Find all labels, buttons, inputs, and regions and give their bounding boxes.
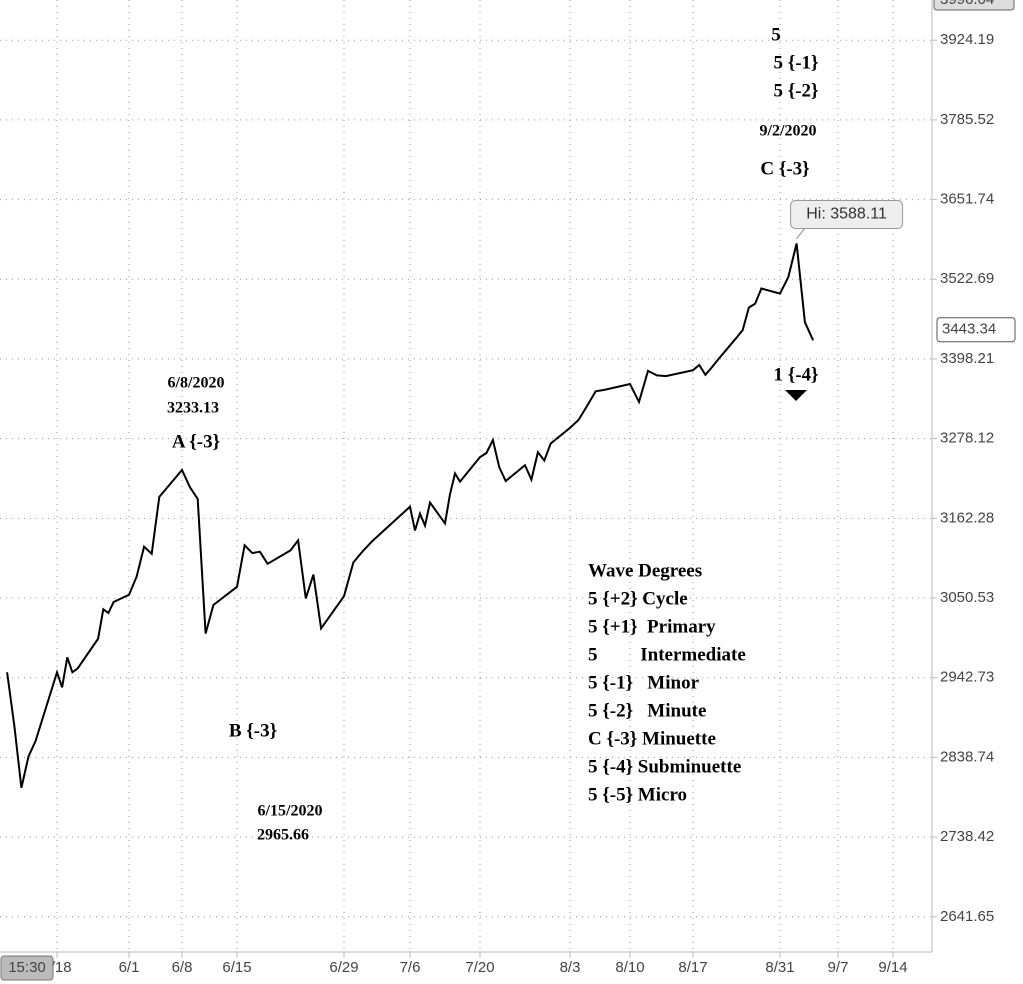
y-tick-label: 2641.65 xyxy=(940,908,994,925)
wave-degree-line: 5 Intermediate xyxy=(588,644,746,665)
x-tick-label: 6/29 xyxy=(329,959,358,976)
y-tick-label: 2738.42 xyxy=(940,828,994,845)
wave-degree-line: 5 {-4} Subminuette xyxy=(588,756,741,777)
last-price-box xyxy=(936,317,1016,343)
wave-annotation: C {-3} xyxy=(760,158,809,179)
wave-annotation: 5 xyxy=(771,24,781,45)
wave-degrees-title: Wave Degrees xyxy=(588,560,702,581)
wave-annotation: A {-3} xyxy=(172,431,220,452)
x-tick-label: 7/20 xyxy=(465,959,494,976)
wave-degree-line: 5 {+2} Cycle xyxy=(588,588,688,609)
arrow-marker xyxy=(785,390,807,401)
x-tick-label: 9/7 xyxy=(828,959,849,976)
wave-annotation: 5 {-2} xyxy=(773,80,818,101)
axis-top-box xyxy=(933,0,1015,11)
x-tick-label: 8/31 xyxy=(765,959,794,976)
wave-annotation: B {-3} xyxy=(229,720,277,741)
y-limit-label: 3996.04 xyxy=(940,0,994,8)
wave-annotation: 6/15/2020 xyxy=(258,803,323,820)
wave-annotation: 9/2/2020 xyxy=(760,123,817,140)
y-tick-label: 3651.74 xyxy=(940,191,994,208)
wave-annotation: 5 {-1} xyxy=(773,52,818,73)
wave-degree-line: 5 {+1} Primary xyxy=(588,616,716,637)
high-label: Hi: 3588.11 xyxy=(806,206,887,223)
wave-annotation: 2965.66 xyxy=(257,827,309,844)
last-price-label: 3443.34 xyxy=(942,321,996,338)
y-tick-label: 3050.53 xyxy=(940,589,994,606)
x-tick-label: 8/10 xyxy=(615,959,644,976)
wave-degree-line: 5 {-5} Micro xyxy=(588,784,687,805)
x-tick-label: 6/15 xyxy=(222,959,251,976)
wave-annotation: 3233.13 xyxy=(167,400,219,417)
x-tick-label: 6/1 xyxy=(119,959,140,976)
x-tick-label: 9/14 xyxy=(878,959,907,976)
wave-annotation: 6/8/2020 xyxy=(168,375,225,392)
y-tick-label: 3785.52 xyxy=(940,111,994,128)
y-tick-label: 2838.74 xyxy=(940,748,994,765)
y-tick-label: 3398.21 xyxy=(940,350,994,367)
wave-degree-line: 5 {-1} Minor xyxy=(588,672,700,693)
y-tick-label: 3522.69 xyxy=(940,270,994,287)
wave-annotation: 1 {-4} xyxy=(773,364,818,385)
x-tick-label: 6/8 xyxy=(172,959,193,976)
x-tick-label: 7/6 xyxy=(400,959,421,976)
y-tick-label: 2942.73 xyxy=(940,669,994,686)
high-box xyxy=(790,200,904,230)
time-label: 15:30 xyxy=(8,959,46,976)
time-box xyxy=(0,955,54,981)
wave-degree-line: C {-3} Minuette xyxy=(588,728,716,749)
price-line xyxy=(6,243,815,789)
y-tick-label: 3924.19 xyxy=(940,31,994,48)
x-tick-label: 8/3 xyxy=(560,959,581,976)
y-tick-label: 3162.28 xyxy=(940,509,994,526)
y-tick-label: 3278.12 xyxy=(940,430,994,447)
high-pointer xyxy=(796,228,805,239)
wave-degree-line: 5 {-2} Minute xyxy=(588,700,706,721)
x-tick-label: 8/17 xyxy=(678,959,707,976)
